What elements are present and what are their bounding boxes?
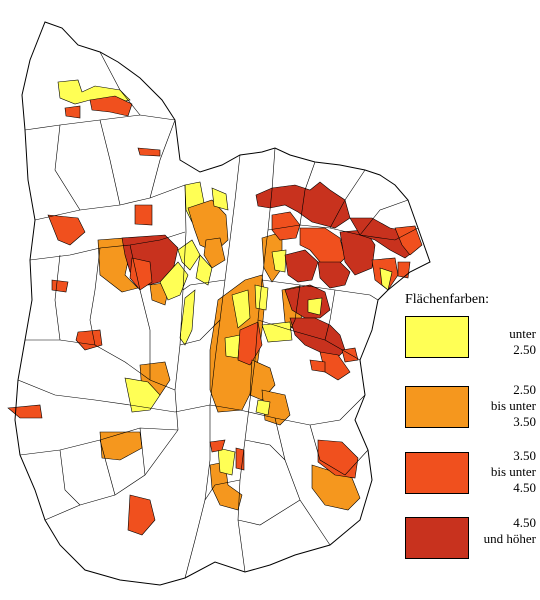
district-fill [237,321,263,366]
district-fill [224,334,241,359]
district-fill [47,214,86,246]
legend-label-3: 3.50 bis unter 4.50 [490,448,536,495]
district-fill [159,261,189,301]
legend-label-4: 4.50 und höher [483,515,536,546]
district-fill [51,279,69,293]
district-fill [99,431,143,461]
district-fill [254,284,269,311]
district-fill [394,225,423,256]
district-fill [89,95,133,117]
district-fill [211,187,229,211]
legend-swatch-1 [405,316,469,358]
district-fill [289,317,346,361]
district-fill [255,399,271,416]
district-fill [137,147,161,157]
district-boundaries [17,51,419,579]
district-fill [217,447,236,476]
district-fill [271,249,287,273]
district-fill [64,105,81,119]
district-fill [317,261,351,289]
district-fill [307,297,323,316]
district-fill [177,239,201,271]
legend-swatch-4 [405,517,469,559]
district-fill [231,289,251,329]
district-fill [209,439,226,453]
district-fill [284,249,319,283]
district-fills [7,79,423,536]
district-fill [341,347,359,363]
district-fill [129,257,153,291]
legend-label-2: 2.50 bis unter 3.50 [490,382,536,429]
district-fill [195,254,213,286]
district-fill [203,237,226,269]
district-fill [134,204,153,226]
district-fill [127,494,156,536]
district-fill [309,359,326,373]
legend-title: Flächenfarben: [405,292,489,307]
district-fill [261,321,293,343]
district-fill [271,211,301,241]
district-fill [397,261,411,279]
district-fill [124,377,161,413]
legend-swatch-3 [405,452,469,494]
legend-swatch-2 [405,386,469,428]
district-fill [7,404,43,419]
legend-label-1: unter 2.50 [509,326,536,357]
district-fill [317,439,359,479]
